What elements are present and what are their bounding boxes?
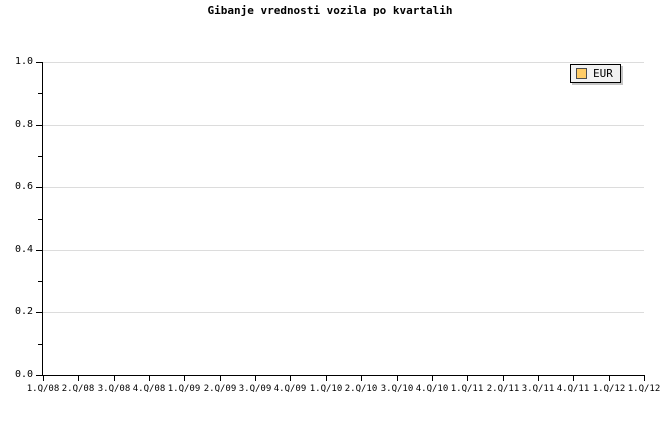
x-axis-label: 3.Q/10 <box>380 384 414 394</box>
x-axis-tick <box>467 376 468 381</box>
x-axis-tick <box>609 376 610 381</box>
x-axis-tick <box>397 376 398 381</box>
x-axis-label: 4.Q/09 <box>273 384 307 394</box>
y-axis-label: 0.2 <box>14 306 33 318</box>
legend-label-eur: EUR <box>593 67 613 80</box>
x-axis-label: 1.Q/10 <box>309 384 343 394</box>
x-axis-tick <box>326 376 327 381</box>
x-axis-label: 3.Q/08 <box>97 384 131 394</box>
x-axis-tick <box>78 376 79 381</box>
x-axis-label: 2.Q/09 <box>203 384 237 394</box>
chart-title: Gibanje vrednosti vozila po kvartalih <box>207 4 453 17</box>
x-axis-label: 1.Q/12 <box>592 384 626 394</box>
x-axis-tick <box>114 376 115 381</box>
y-axis-tick-major <box>36 375 43 376</box>
gridline <box>43 62 644 63</box>
legend: EUR <box>570 64 621 83</box>
y-axis-tick-minor <box>38 155 43 157</box>
x-axis-tick <box>149 376 150 381</box>
x-axis-label: 1.Q/08 <box>26 384 60 394</box>
x-axis-tick <box>432 376 433 381</box>
x-axis-tick <box>644 376 645 381</box>
x-axis-tick <box>220 376 221 381</box>
x-axis-label: 1.Q/12 <box>627 384 660 394</box>
x-axis-label: 2.Q/08 <box>61 384 95 394</box>
y-axis-tick-major <box>36 124 43 126</box>
gridline <box>43 249 644 251</box>
gridline <box>43 124 644 126</box>
y-axis-tick-minor <box>38 93 43 95</box>
y-axis-label: 0.0 <box>14 369 33 380</box>
y-axis-tick-minor <box>38 281 43 283</box>
x-axis-tick <box>255 376 256 381</box>
y-axis-tick-minor <box>38 343 43 345</box>
y-axis-label: 0.8 <box>14 118 33 130</box>
plot-area <box>43 62 644 375</box>
x-axis-line <box>42 375 645 376</box>
x-axis-label: 1.Q/09 <box>167 384 201 394</box>
x-axis-label: 3.Q/11 <box>521 384 555 394</box>
gridline <box>43 187 644 189</box>
y-axis-label: 0.4 <box>14 243 33 255</box>
x-axis-label: 2.Q/11 <box>486 384 520 394</box>
legend-swatch-icon <box>576 68 587 79</box>
x-axis-label: 1.Q/11 <box>450 384 484 394</box>
y-axis-tick-major <box>36 62 43 63</box>
x-axis-tick <box>573 376 574 381</box>
gridline <box>43 312 644 314</box>
x-axis-tick <box>361 376 362 381</box>
y-axis-tick-minor <box>38 218 43 220</box>
y-axis-tick-major <box>36 249 43 251</box>
y-axis-label: 1.0 <box>14 56 33 67</box>
x-axis-tick <box>538 376 539 381</box>
y-axis-tick-major <box>36 187 43 189</box>
x-axis-tick <box>184 376 185 381</box>
x-axis-label: 4.Q/10 <box>415 384 449 394</box>
x-axis-label: 3.Q/09 <box>238 384 272 394</box>
y-axis-label: 0.6 <box>14 181 33 193</box>
y-axis-tick-major <box>36 312 43 314</box>
x-axis-label: 2.Q/10 <box>344 384 378 394</box>
x-axis-tick <box>290 376 291 381</box>
x-axis-tick <box>43 376 44 381</box>
x-axis-tick <box>503 376 504 381</box>
x-axis-label: 4.Q/08 <box>132 384 166 394</box>
x-axis-label: 4.Q/11 <box>556 384 590 394</box>
